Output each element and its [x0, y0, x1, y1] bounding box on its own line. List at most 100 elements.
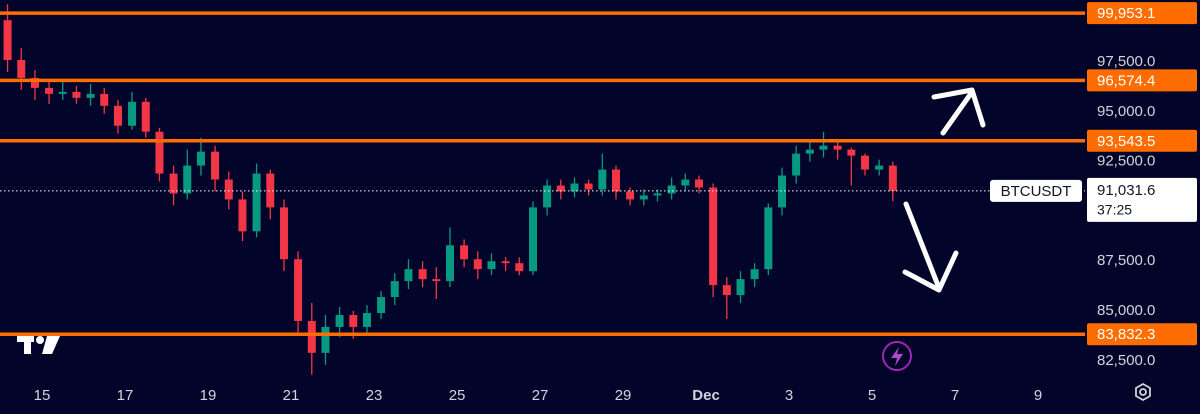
candle-body — [501, 261, 510, 264]
candle-body — [30, 77, 39, 88]
candle-body — [404, 269, 413, 282]
candle-body — [681, 179, 690, 186]
x-tick-label: Dec — [692, 387, 720, 404]
candle-body — [183, 165, 192, 194]
settings-icon[interactable] — [1135, 382, 1151, 402]
candle-body — [639, 195, 648, 200]
candle-body — [528, 207, 537, 272]
countdown-label: 37:25 — [1097, 202, 1132, 218]
candle-body — [418, 269, 427, 280]
symbol-label: BTCUSDT — [1001, 183, 1072, 200]
candle-body — [58, 91, 67, 94]
candle-body — [515, 263, 524, 272]
icon-bolt — [891, 347, 903, 366]
x-tick-label: 17 — [117, 387, 134, 404]
y-tick-label: 92,500.0 — [1097, 153, 1155, 170]
candle-body — [279, 207, 288, 260]
candle-body — [445, 245, 454, 282]
candle-body — [695, 179, 704, 188]
candle-body — [100, 93, 109, 106]
candle-body — [543, 185, 552, 208]
candle-body — [888, 165, 897, 191]
icon-ring — [882, 341, 912, 371]
candle-body — [377, 297, 386, 313]
candle-body — [487, 261, 496, 270]
x-tick-label: 3 — [785, 387, 793, 404]
x-tick-label: 29 — [615, 387, 632, 404]
y-tick-label: 85,000.0 — [1097, 302, 1155, 319]
candle-body — [847, 149, 856, 156]
symbol-box — [990, 179, 1082, 202]
candle-body — [128, 101, 137, 126]
candle-body — [321, 326, 330, 353]
candle-body — [113, 105, 122, 126]
candle-body — [792, 153, 801, 176]
candle-body — [196, 151, 205, 166]
candle-body — [86, 93, 95, 98]
level-label-box — [1087, 2, 1197, 25]
candle-body — [612, 169, 621, 192]
candle-body — [211, 151, 220, 180]
down-arrow-head — [902, 250, 959, 293]
y-tick-label: 97,500.0 — [1097, 53, 1155, 70]
marks-layer — [0, 4, 1085, 375]
x-tick-label: 5 — [868, 387, 876, 404]
candle-body — [778, 175, 787, 208]
arrows — [902, 87, 986, 293]
candle-body — [72, 91, 81, 98]
candle-body — [653, 193, 662, 196]
candle-body — [722, 285, 731, 296]
level-label: 96,574.4 — [1097, 72, 1155, 89]
candle-body — [362, 312, 371, 327]
labels-layer: 82,500.0 85,000.0 87,500.0 92,500.0 95,000.0… — [34, 2, 1197, 404]
logo-part — [36, 336, 44, 344]
x-tick-label: 15 — [34, 387, 51, 404]
candle-body — [238, 199, 247, 232]
tv-logo — [17, 336, 60, 354]
level-label: 83,832.3 — [1097, 326, 1155, 343]
down-arrow-shaft — [903, 201, 942, 291]
candle-body — [155, 131, 164, 174]
candle-body — [141, 101, 150, 132]
x-tick-label: 25 — [449, 387, 466, 404]
current-price-label: 91,031.6 — [1097, 182, 1155, 199]
logo-part — [42, 336, 60, 354]
candle-body — [390, 281, 399, 298]
y-tick-label: 87,500.0 — [1097, 252, 1155, 269]
candle-body — [45, 87, 54, 94]
up-arrow-head — [931, 87, 986, 128]
candle-body — [460, 245, 469, 260]
level-label: 99,953.1 — [1097, 5, 1155, 22]
candle-body — [667, 185, 676, 194]
candle-body — [224, 179, 233, 200]
candle-body — [819, 145, 828, 150]
candle-body — [169, 173, 178, 194]
candle-body — [875, 165, 884, 170]
candle-body — [335, 314, 344, 327]
candle-body — [709, 187, 718, 286]
candle-body — [17, 60, 26, 78]
candle-body — [626, 191, 635, 200]
level-label: 93,543.5 — [1097, 133, 1155, 150]
y-tick-label: 95,000.0 — [1097, 103, 1155, 120]
icon-hex — [1135, 382, 1151, 402]
candle-body — [805, 149, 814, 154]
candle-body — [266, 173, 275, 208]
candle-body — [736, 279, 745, 296]
candle-body — [833, 145, 842, 150]
lightning-icon[interactable] — [882, 341, 912, 371]
candle-body — [570, 183, 579, 192]
candle-body — [584, 183, 593, 190]
candle-body — [3, 20, 12, 61]
candle-body — [750, 269, 759, 280]
level-label-box — [1087, 69, 1197, 92]
candle-body — [432, 279, 441, 282]
x-tick-label: 7 — [951, 387, 959, 404]
candle-body — [473, 259, 482, 270]
up-arrow-shaft — [940, 89, 975, 136]
y-tick-label: 82,500.0 — [1097, 352, 1155, 369]
candle-body — [556, 185, 565, 192]
